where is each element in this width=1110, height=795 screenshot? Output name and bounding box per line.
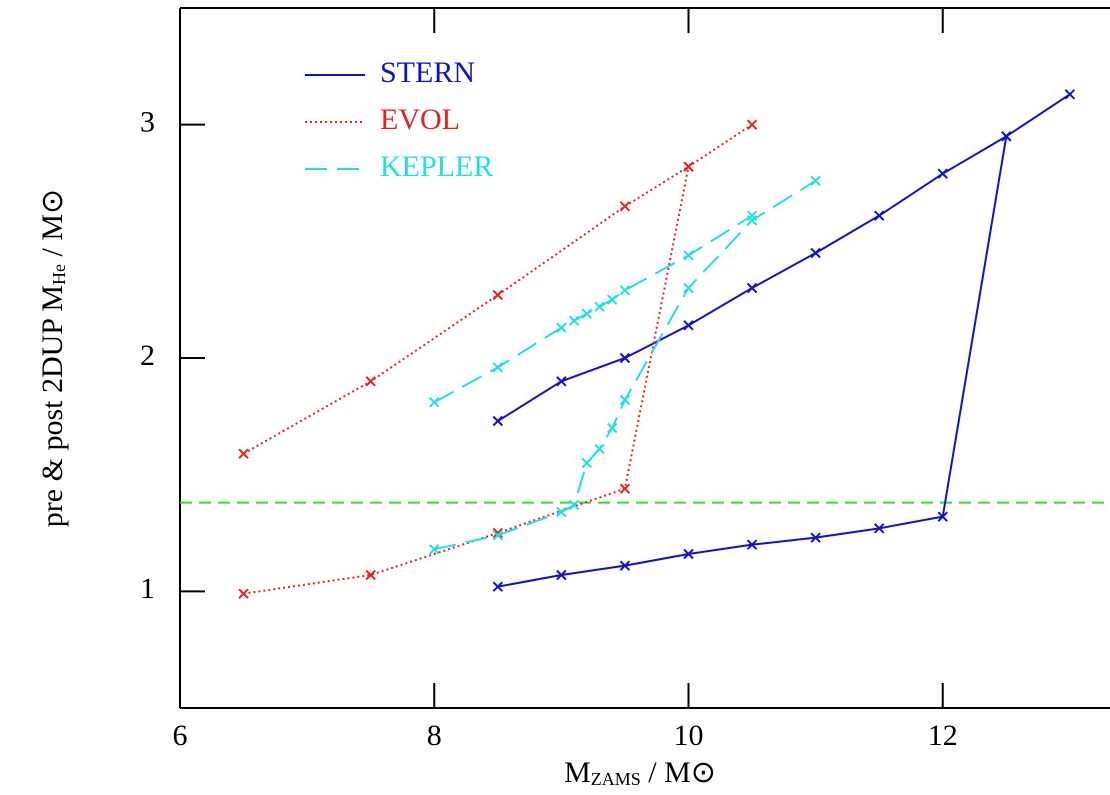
point-marker [556,506,567,518]
point-marker [619,560,631,571]
point-marker [581,457,593,469]
series-line [433,179,817,551]
y-tick-label: 3 [140,106,155,139]
point-marker [746,282,758,294]
point-marker [556,376,567,387]
legend-label: EVOL [380,103,460,136]
point-marker [1001,131,1012,142]
point-marker [238,448,249,459]
y-tick-label: 2 [140,339,155,372]
point-marker [607,294,618,305]
x-axis-label: MZAMS / M⊙ [564,756,716,789]
point-marker [429,544,440,555]
y-tick-label: 1 [140,572,155,605]
point-marker [746,539,758,550]
y-label-main: pre & post 2DUP M [36,285,69,527]
series-line [243,123,753,595]
point-marker [365,569,376,581]
point-marker [683,548,694,560]
point-marker [492,530,504,541]
y-label-rest: / M⊙ [36,189,69,264]
point-marker [810,247,821,259]
point-marker [619,352,631,364]
point-marker [619,483,631,494]
point-marker [683,250,694,261]
point-marker [810,532,821,543]
point-marker [594,443,605,455]
point-marker [594,301,605,312]
point-marker [746,119,758,130]
point-marker [607,422,618,434]
point-marker [492,581,504,592]
y-label-sub: He [49,264,69,285]
point-marker [365,376,376,387]
point-marker [683,161,694,172]
point-marker [873,523,885,534]
x-tick-label: 6 [173,719,188,752]
x-tick-label: 12 [928,719,958,752]
point-marker [683,320,694,331]
legend-label: STERN [380,56,475,89]
point-marker [619,201,631,212]
y-axis-label: pre & post 2DUP MHe / M⊙ [36,189,69,527]
x-label-rest: / M⊙ [641,756,716,789]
point-marker [492,362,504,373]
point-marker [492,289,504,301]
point-marker [429,397,440,408]
point-marker [556,322,567,333]
point-marker [683,282,694,294]
x-tick-label: 10 [673,719,703,752]
point-marker [619,285,631,296]
point-marker [568,315,580,326]
x-label-sub: ZAMS [591,769,641,789]
point-marker [568,499,580,511]
point-marker [556,569,567,581]
x-tick-label: 8 [427,719,442,752]
point-marker [937,168,948,179]
point-marker [873,210,885,221]
point-marker [746,210,758,221]
point-marker [937,511,948,522]
point-marker [492,415,504,427]
point-marker [619,394,631,406]
point-marker [1064,89,1076,100]
point-marker [581,308,593,319]
legend-label: KEPLER [380,150,493,183]
series-line [497,93,1071,588]
x-label-main: M [564,756,591,789]
point-marker [746,215,758,226]
point-marker [492,527,504,539]
point-marker [238,588,249,599]
point-marker [810,175,821,186]
